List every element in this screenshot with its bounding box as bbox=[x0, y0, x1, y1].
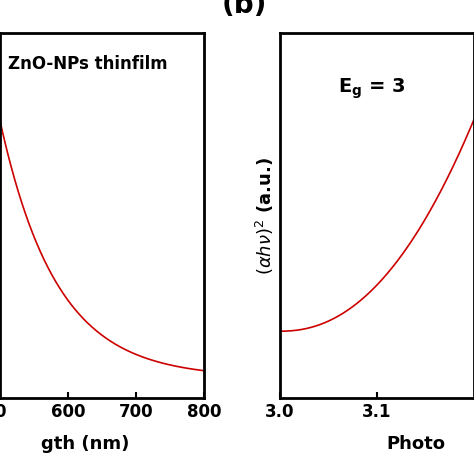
X-axis label: Photo: Photo bbox=[386, 435, 445, 453]
Text: ZnO-NPs thinfilm: ZnO-NPs thinfilm bbox=[8, 55, 168, 73]
Text: (b): (b) bbox=[221, 0, 267, 18]
Y-axis label: $(\alpha h\nu)^2$ (a.u.): $(\alpha h\nu)^2$ (a.u.) bbox=[254, 157, 275, 274]
Text: $\mathbf{E_g}$ = 3: $\mathbf{E_g}$ = 3 bbox=[338, 77, 406, 101]
X-axis label: gth (nm): gth (nm) bbox=[42, 435, 130, 453]
